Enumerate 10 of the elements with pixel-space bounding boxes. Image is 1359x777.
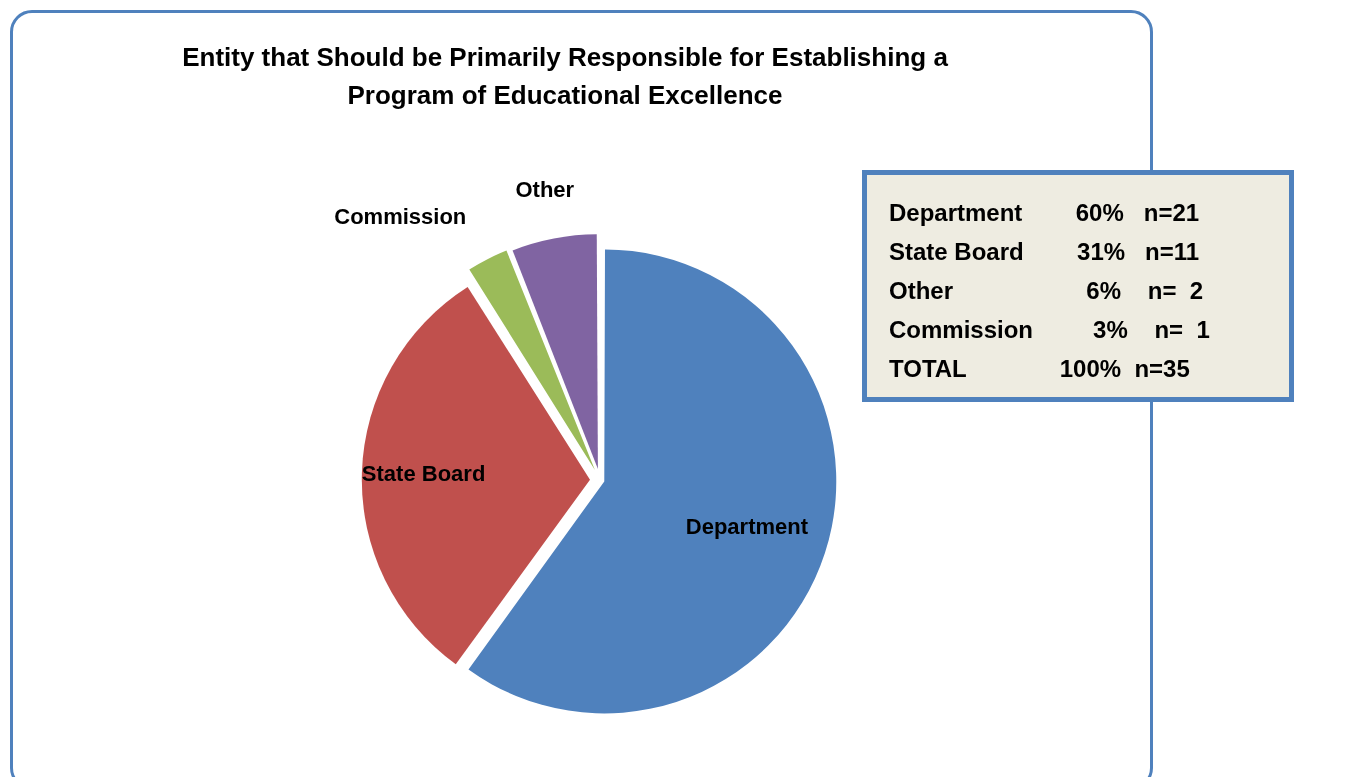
slice-label: Department	[685, 513, 809, 539]
text: State Board 31% n=11	[889, 237, 1201, 267]
slice-label: State Board	[361, 460, 486, 486]
slice-label: Other	[515, 176, 575, 202]
text: TOTAL 100% n=35	[889, 354, 1191, 384]
chart-title: Entity that Should be Primarily Responsible for Establishing a Program of Educational Excellence	[181, 41, 949, 112]
slice-label: Commission	[334, 203, 467, 229]
text: Other 6% n= 2	[889, 276, 1205, 306]
text: Department 60% n=21	[889, 198, 1201, 228]
text: Commission 3% n= 1	[889, 315, 1211, 345]
